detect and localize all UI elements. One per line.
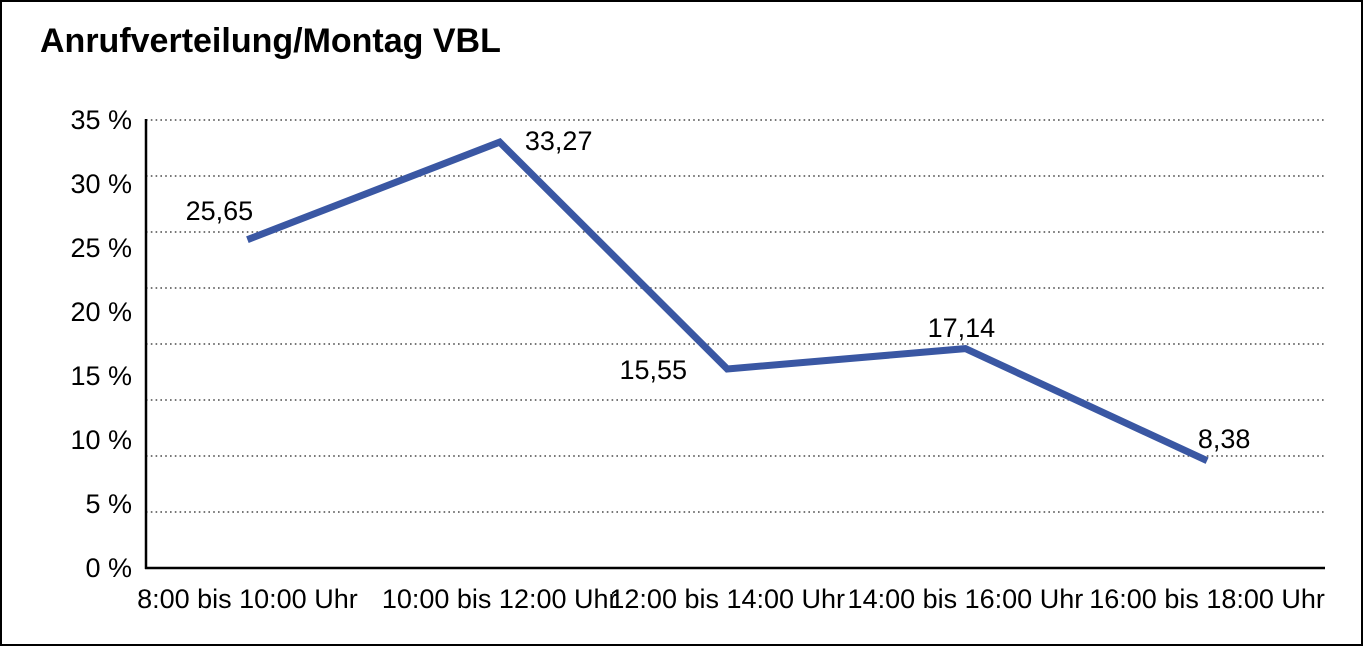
y-axis-tick-label: 15 % xyxy=(70,361,132,391)
x-axis-category-label: 12:00 bis 14:00 Uhr xyxy=(609,584,846,614)
x-axis-category-label: 14:00 bis 16:00 Uhr xyxy=(847,584,1084,614)
y-axis-tick-label: 20 % xyxy=(70,297,132,327)
y-axis-tick-label: 0 % xyxy=(85,553,132,583)
data-point-label: 33,27 xyxy=(524,126,593,157)
y-axis-tick-label: 10 % xyxy=(70,425,132,455)
chart-title: Anrufverteilung/Montag VBL xyxy=(40,22,501,60)
y-axis-tick-label: 30 % xyxy=(70,169,132,199)
data-point-label: 8,38 xyxy=(1197,423,1251,454)
y-axis-tick-label: 5 % xyxy=(85,489,132,519)
x-axis-category-label: 10:00 bis 12:00 Uhr xyxy=(381,584,618,614)
data-point-label: 25,65 xyxy=(185,195,254,226)
x-axis-category-label: 16:00 bis 18:00 Uhr xyxy=(1089,584,1325,614)
x-axis-category-label: 8:00 bis 10:00 Uhr xyxy=(137,584,358,614)
y-axis-tick-label: 35 % xyxy=(70,105,132,135)
y-axis-tick-label: 25 % xyxy=(70,233,132,263)
data-point-label: 15,55 xyxy=(619,354,688,385)
data-point-label: 17,14 xyxy=(927,312,996,343)
series-line xyxy=(246,138,1209,464)
